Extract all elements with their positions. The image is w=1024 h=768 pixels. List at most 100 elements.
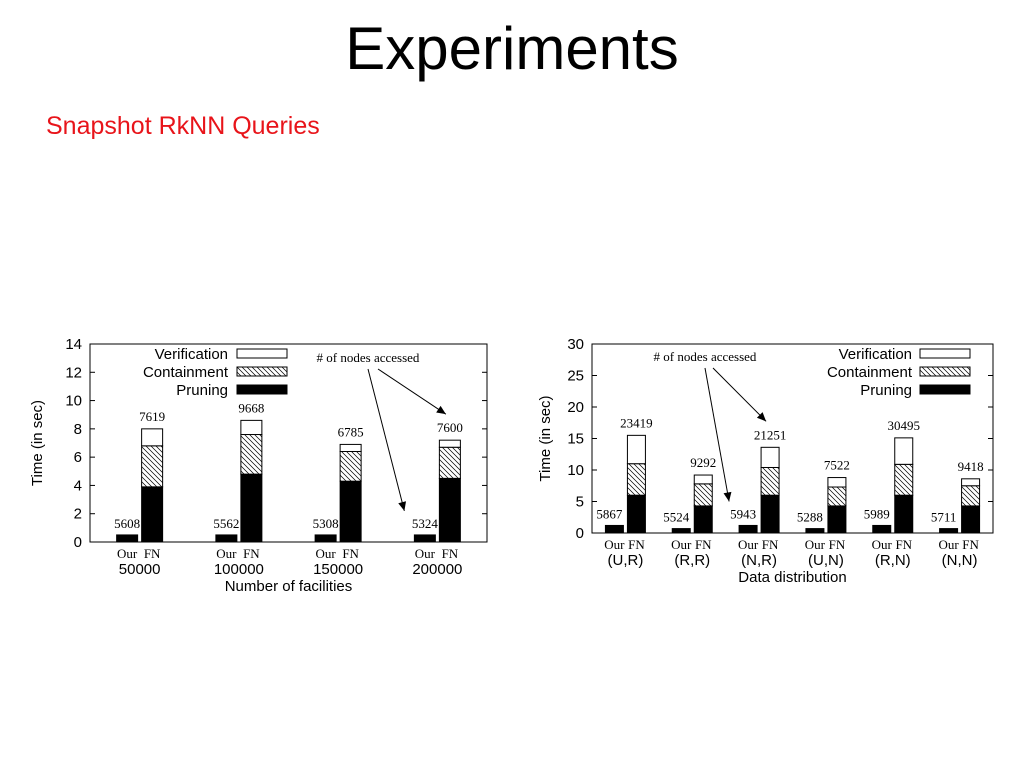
bar-fn-verification <box>626 434 646 465</box>
legend-label: Pruning <box>860 382 912 399</box>
bar-fn-pruning <box>438 477 461 543</box>
y-tick-label: 10 <box>65 393 82 410</box>
y-tick-label: 8 <box>74 421 82 438</box>
nodes-label-fn: 9292 <box>690 455 716 470</box>
nodes-label-our: 5989 <box>864 506 890 521</box>
category-label: 50000 <box>119 561 161 578</box>
bar-our-pruning <box>116 534 139 543</box>
bar-label-our: Our <box>671 537 692 552</box>
legend-label: Verification <box>839 346 912 363</box>
legend-swatch <box>236 366 288 377</box>
bar-fn-verification <box>827 477 847 488</box>
bar-fn-pruning <box>894 494 914 534</box>
annotation-arrowhead <box>756 412 767 422</box>
category-label: (N,R) <box>741 552 777 569</box>
bar-fn-containment <box>240 434 263 475</box>
nodes-label-fn: 7619 <box>139 409 165 424</box>
category-label: (U,R) <box>608 552 644 569</box>
bar-fn-verification <box>240 419 263 436</box>
legend-label: Verification <box>155 346 228 363</box>
legend-label: Containment <box>143 364 229 381</box>
bar-label-our: Our <box>415 546 436 561</box>
plot-frame <box>89 343 488 543</box>
bar-label-fn: FN <box>342 546 359 561</box>
nodes-label-fn: 7522 <box>824 458 850 473</box>
nodes-label-our: 5288 <box>797 510 823 525</box>
legend-label: Containment <box>827 364 913 381</box>
bar-fn-containment <box>339 450 362 482</box>
category-label: 150000 <box>313 561 363 578</box>
bar-label-fn: FN <box>144 546 161 561</box>
bar-fn-pruning <box>760 494 780 534</box>
bar-label-our: Our <box>216 546 237 561</box>
nodes-label-fn: 9668 <box>238 400 264 415</box>
nodes-label-our: 5711 <box>931 510 957 525</box>
annotation-label: # of nodes accessed <box>317 350 420 365</box>
bar-label-fn: FN <box>695 537 712 552</box>
y-tick-label: 6 <box>74 449 82 466</box>
legend-swatch <box>236 384 288 395</box>
bar-our-pruning <box>215 534 238 543</box>
category-label: (U,N) <box>808 552 844 569</box>
bar-label-our: Our <box>316 546 337 561</box>
bar-fn-verification <box>141 428 164 447</box>
bar-fn-containment <box>961 485 981 507</box>
category-label: 100000 <box>214 561 264 578</box>
bar-fn-verification <box>894 437 914 465</box>
legend-swatch <box>919 366 971 377</box>
nodes-label-our: 5943 <box>730 506 756 521</box>
annotation-label: # of nodes accessed <box>654 349 757 364</box>
bar-label-fn: FN <box>962 537 979 552</box>
bar-our-pruning <box>671 528 691 534</box>
legend-label: Pruning <box>176 382 228 399</box>
bar-label-our: Our <box>938 537 959 552</box>
nodes-label-fn: 23419 <box>620 415 653 430</box>
bar-our-pruning <box>805 528 825 534</box>
category-label: 200000 <box>412 561 462 578</box>
y-tick-label: 14 <box>65 336 82 353</box>
nodes-label-our: 5562 <box>213 516 239 531</box>
y-tick-label: 30 <box>567 336 584 353</box>
nodes-label-fn: 7600 <box>437 420 463 435</box>
bar-our-pruning <box>413 534 436 543</box>
category-label: (R,R) <box>674 552 710 569</box>
nodes-label-our: 5524 <box>663 510 690 525</box>
nodes-label-fn: 9418 <box>958 459 984 474</box>
bar-fn-verification <box>438 439 461 448</box>
y-tick-label: 12 <box>65 364 82 381</box>
y-axis-label: Time (in sec) <box>537 395 554 481</box>
y-axis-label: Time (in sec) <box>29 400 46 486</box>
bar-fn-containment <box>760 466 780 496</box>
nodes-label-fn: 21251 <box>754 427 787 442</box>
y-tick-label: 2 <box>74 506 82 523</box>
bar-label-our: Our <box>738 537 759 552</box>
bar-label-fn: FN <box>442 546 459 561</box>
bar-label-our: Our <box>117 546 138 561</box>
y-tick-label: 0 <box>74 534 82 551</box>
bar-label-fn: FN <box>628 537 645 552</box>
y-tick-label: 25 <box>567 368 584 385</box>
bar-fn-containment <box>693 483 713 507</box>
bar-fn-verification <box>339 443 362 452</box>
bar-label-fn: FN <box>895 537 912 552</box>
y-tick-label: 20 <box>567 399 584 416</box>
legend-swatch <box>919 384 971 395</box>
category-label: (R,N) <box>875 552 911 569</box>
y-tick-label: 5 <box>576 494 584 511</box>
nodes-label-fn: 30495 <box>888 418 921 433</box>
bar-fn-containment <box>827 486 847 507</box>
bar-fn-containment <box>141 445 164 488</box>
x-axis-label: Number of facilities <box>225 578 353 595</box>
annotation-arrow <box>367 368 405 512</box>
annotation-arrow <box>712 367 767 422</box>
annotation-arrow <box>377 368 447 415</box>
bar-fn-pruning <box>961 505 981 534</box>
bar-fn-pruning <box>240 473 263 543</box>
nodes-label-our: 5308 <box>313 516 339 531</box>
category-label: (N,N) <box>942 552 978 569</box>
bar-fn-containment <box>626 463 646 496</box>
bar-fn-pruning <box>626 494 646 534</box>
bar-our-pruning <box>314 534 337 543</box>
bar-fn-pruning <box>339 480 362 543</box>
